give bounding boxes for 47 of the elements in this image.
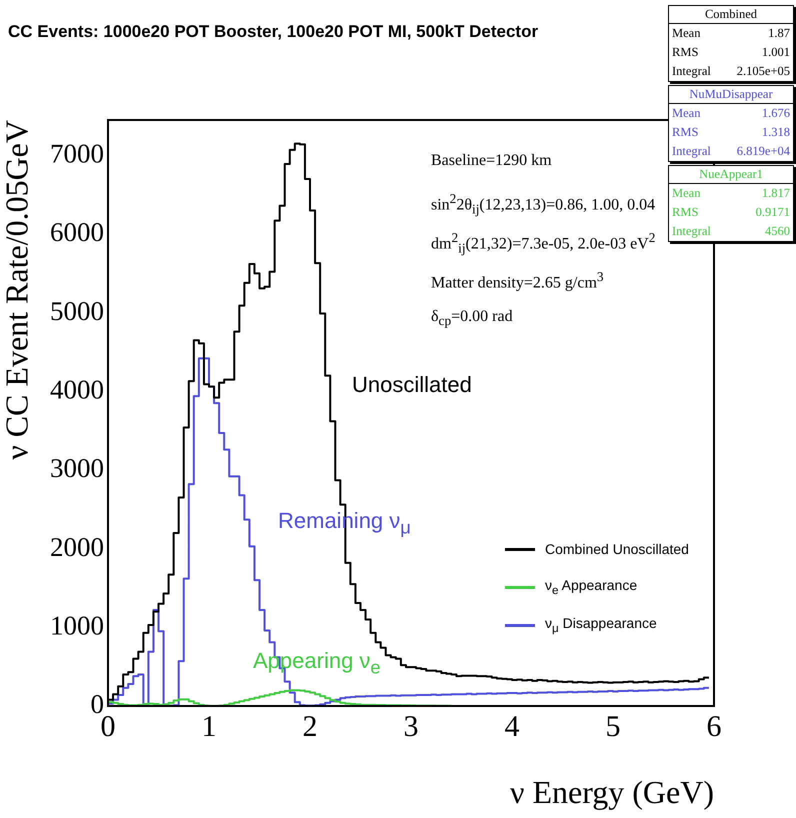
text: 1.817 — [762, 186, 790, 201]
annotation: sin$^{2}$2θ$_{ij}$(12,23,13)=0.86, 1.00, 0.04 — [431, 191, 656, 218]
x-tick-label: 4 — [504, 710, 520, 743]
text: 1.318 — [762, 125, 790, 140]
annotation: δ$_{cp}$=0.00 rad — [431, 308, 513, 330]
text: 1.87 — [768, 26, 790, 41]
text: Integral — [672, 64, 711, 79]
y-tick-label: 7000 — [50, 138, 104, 168]
x-axis-title: ν Energy (GeV) — [510, 774, 714, 810]
y-tick-label: 5000 — [50, 296, 104, 326]
annotation: Mean — [672, 106, 700, 121]
text: NuMuDisappear — [669, 86, 793, 104]
annotation: RMS — [672, 125, 698, 140]
legend-label: Combined Unoscillated — [545, 541, 689, 557]
x-tick-label: 1 — [202, 710, 216, 743]
text: 6.819e+04 — [736, 144, 790, 159]
x-tick-label: 3 — [404, 710, 418, 743]
text: 1.001 — [762, 45, 790, 60]
text: Combined — [669, 6, 793, 24]
annotation: Baseline=1290 km — [431, 152, 552, 170]
y-tick-label: 0 — [90, 689, 104, 720]
annotation: Mean — [672, 186, 700, 201]
text: RMS — [672, 45, 698, 60]
y-axis-title: ν CC Event Rate/0.05GeV — [0, 120, 35, 460]
text: 0.9171 — [756, 205, 790, 220]
annotation: NueAppear1 — [669, 166, 793, 184]
text: Mean — [672, 26, 700, 41]
annotation: Integral — [672, 224, 711, 239]
legend-label: ν$_{μ}$ Disappearance — [545, 615, 657, 635]
annotation: Matter density=2.65 g/cm$^{3}$ — [431, 269, 604, 292]
text: 1.676 — [762, 106, 790, 121]
text: 4560 — [765, 224, 790, 239]
chart-title: CC Events: 1000e20 POT Booster, 100e20 POT MI, 500kT Detector — [8, 22, 538, 42]
y-tick-label: 1000 — [50, 610, 104, 640]
annotation: Integral — [672, 144, 711, 159]
annotation: Unoscillated — [352, 372, 472, 398]
annotation: dm$^{2}$$_{ij}$(21,32)=7.3e-05, 2.0e-03 eV$^{2}$ — [431, 230, 656, 257]
y-tick-label: 4000 — [50, 374, 104, 404]
y-tick-label: 3000 — [50, 453, 104, 484]
x-tick-label: 6 — [706, 710, 722, 743]
legend-label: ν$_{e}$ Appearance — [545, 577, 638, 597]
y-tick-label: 6000 — [50, 217, 104, 248]
annotation: RMS — [672, 205, 698, 220]
x-tick-label: 2 — [302, 710, 318, 743]
text: 2.105e+05 — [736, 64, 790, 79]
y-tick-label: 2000 — [50, 532, 104, 562]
x-tick-label: 5 — [606, 710, 620, 743]
